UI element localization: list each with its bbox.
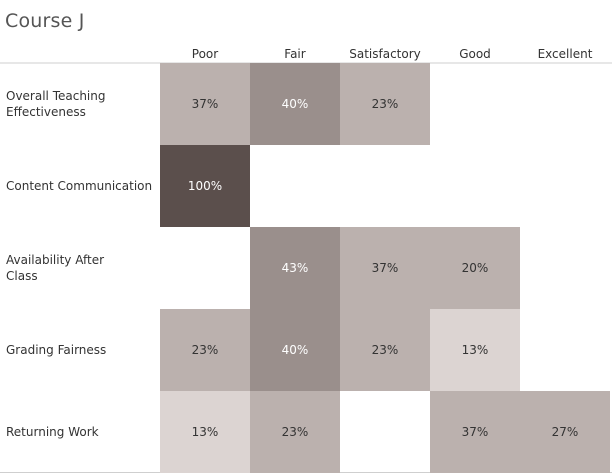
column-label-poor: Poor (192, 47, 218, 61)
heatmap-cell (250, 391, 340, 473)
heatmap-cell (160, 145, 250, 227)
heatmap-cell (430, 391, 520, 473)
row-label-3: Availability After Class (6, 253, 104, 283)
heatmap-cell (340, 309, 430, 391)
row-label-2: Content Communication (6, 179, 152, 193)
cell-value-label: 40% (282, 343, 309, 357)
chart-title: Course J (5, 10, 85, 32)
cell-value-label: 23% (282, 425, 309, 439)
column-label-good: Good (459, 47, 491, 61)
cell-value-label: 37% (372, 261, 399, 275)
heatmap-cell (430, 309, 520, 391)
heatmap-cell (160, 391, 250, 473)
cell-value-label: 23% (372, 97, 399, 111)
cell-value-label: 40% (282, 97, 309, 111)
cell-value-label: 100% (188, 179, 222, 193)
row-label-4: Grading Fairness (6, 343, 106, 357)
heatmap-cell (160, 63, 250, 145)
cell-value-label: 23% (192, 343, 219, 357)
column-label-satisfactory: Satisfactory (349, 47, 421, 61)
heatmap-cell (340, 227, 430, 309)
cell-value-label: 13% (192, 425, 219, 439)
column-label-excellent: Excellent (538, 47, 593, 61)
cell-value-label: 27% (552, 425, 579, 439)
heatmap-cell (250, 63, 340, 145)
heatmap-cell (250, 227, 340, 309)
heatmap-cell (430, 227, 520, 309)
cell-value-label: 20% (462, 261, 489, 275)
heatmap-cell (250, 309, 340, 391)
heatmap-cell (160, 309, 250, 391)
cell-value-label: 37% (462, 425, 489, 439)
heatmap-cell (340, 63, 430, 145)
column-label-fair: Fair (284, 47, 305, 61)
row-label-5: Returning Work (6, 425, 99, 439)
cell-value-label: 43% (282, 261, 309, 275)
row-label-1: Overall Teaching Effectiveness (6, 89, 106, 119)
cell-value-label: 23% (372, 343, 399, 357)
cell-value-label: 37% (192, 97, 219, 111)
cell-value-label: 13% (462, 343, 489, 357)
heatmap-cell (520, 391, 610, 473)
